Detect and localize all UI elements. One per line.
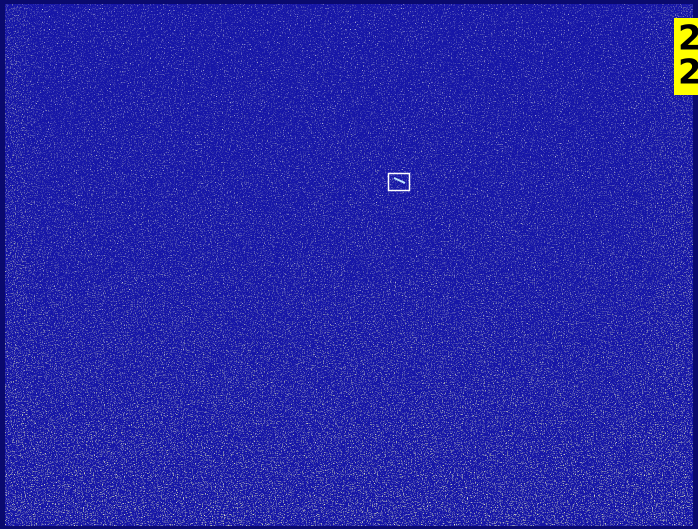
label-line: 2 bbox=[678, 53, 698, 93]
scene: 2 2 bbox=[0, 0, 698, 529]
page: 2 2 (() => { const data = JSON.parse(doc… bbox=[0, 0, 698, 529]
noise-dots-sides bbox=[5, 4, 693, 526]
